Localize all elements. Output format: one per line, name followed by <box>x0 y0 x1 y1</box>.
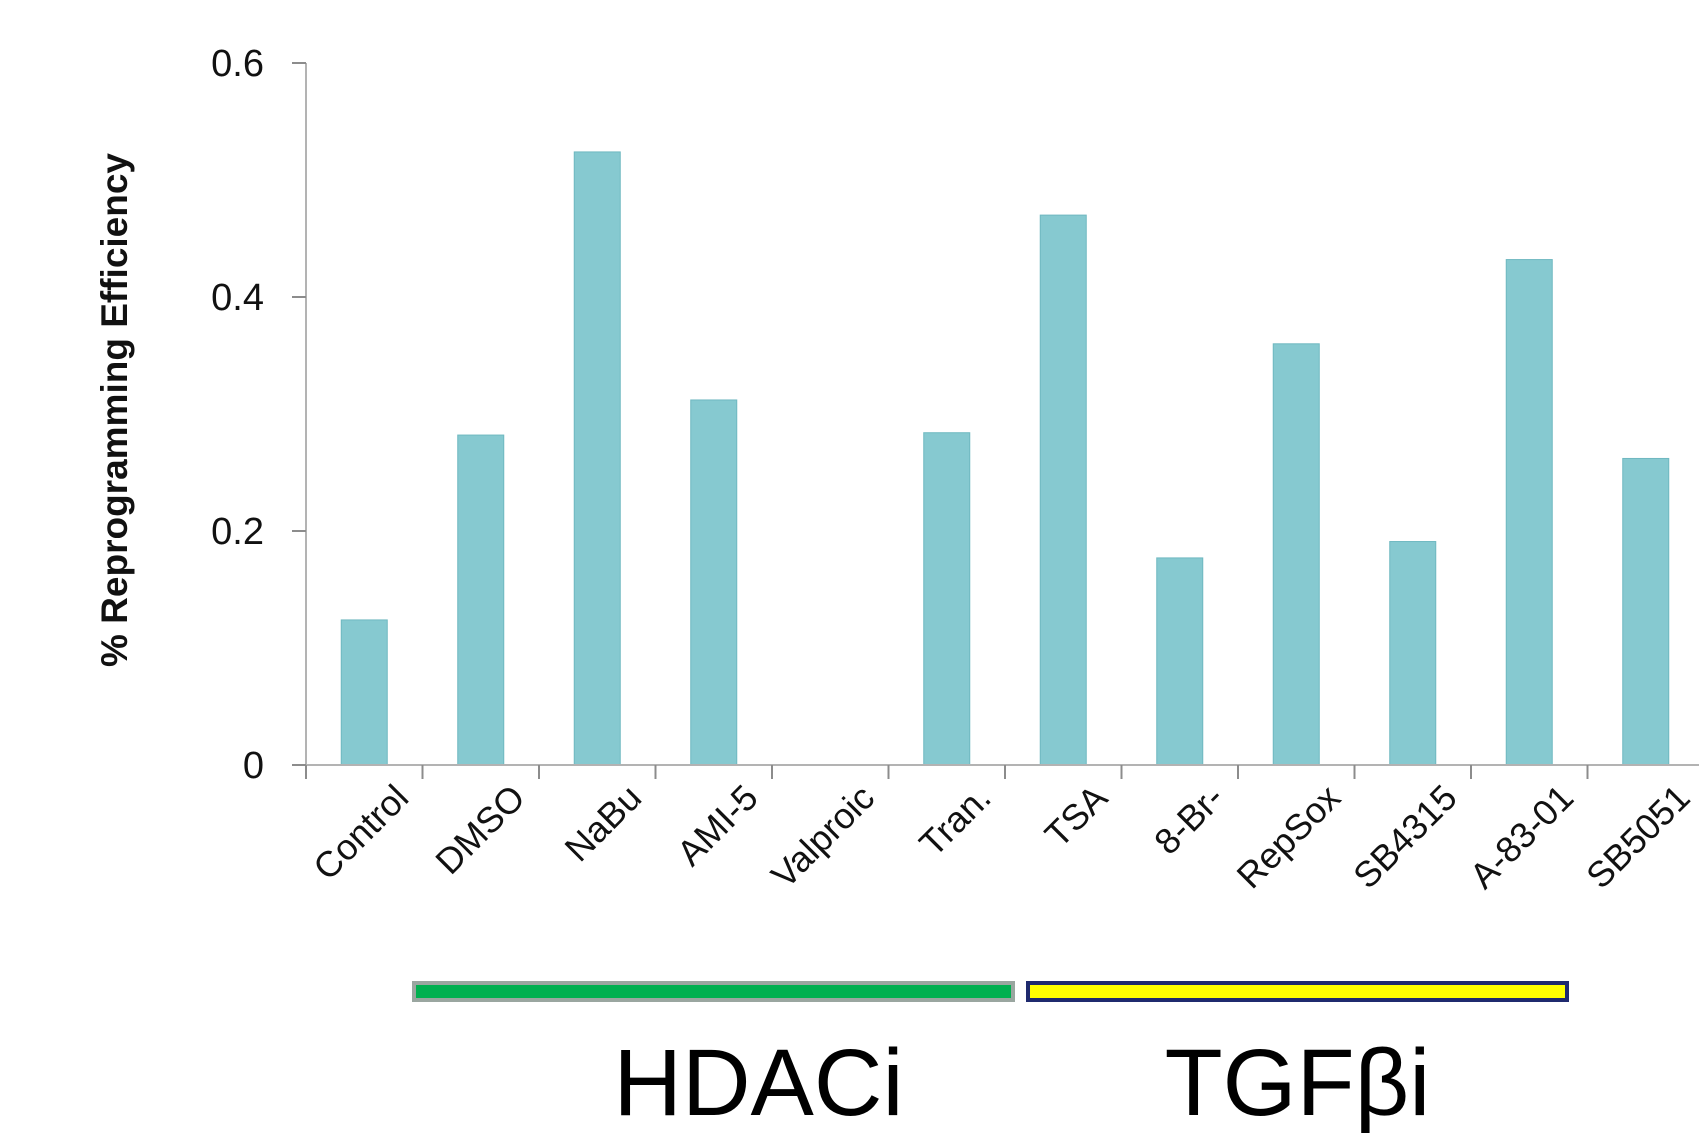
group-bracket-hdaci <box>412 981 1015 1002</box>
y-tick-label: 0.2 <box>211 511 264 553</box>
bar-tran- <box>923 432 971 766</box>
x-tick-label: Valproic <box>763 777 882 896</box>
y-tick-label: 0 <box>243 745 264 787</box>
bar-8-br- <box>1156 557 1204 766</box>
x-tick-label: RepSox <box>1229 777 1349 897</box>
x-tick-label: TSA <box>1037 777 1115 855</box>
x-tick-label: A-83-01 <box>1462 777 1582 897</box>
x-tick-label: AMI-5 <box>669 777 766 874</box>
bar-control <box>340 619 388 766</box>
bar-a-83-01 <box>1505 259 1553 766</box>
group-label-hdaci: HDACi <box>613 1030 903 1133</box>
bar-dmso <box>457 434 505 766</box>
y-ticks-layer: 0 0.2 0.4 0.6 <box>211 43 306 787</box>
y-tick-label: 0.6 <box>211 43 264 85</box>
group-label-tgfbi: TGFβi <box>1165 1030 1431 1133</box>
bar-repsox <box>1272 343 1320 766</box>
axes-layer <box>305 63 1699 766</box>
bars-layer <box>340 151 1670 766</box>
bar-ami-5 <box>690 399 738 766</box>
bar-nabu <box>573 151 621 766</box>
bar-tsa <box>1039 214 1087 766</box>
x-tick-label: Tran. <box>911 777 998 864</box>
bar-sb5051 <box>1622 457 1670 766</box>
x-tick-label: 8-Br- <box>1146 777 1232 863</box>
y-tick-label: 0.4 <box>211 277 264 319</box>
x-tick-label: SB5051 <box>1578 777 1698 897</box>
x-tick-label: Control <box>305 777 416 888</box>
x-tick-label: DMSO <box>427 777 532 882</box>
x-tick-label: SB4315 <box>1345 777 1465 897</box>
bar-sb4315 <box>1389 541 1437 766</box>
group-brackets-layer: HDACi TGFβi <box>412 981 1569 1133</box>
group-bracket-tgfbi <box>1026 981 1569 1002</box>
y-axis-label: % Reprogramming Efficiency <box>94 153 135 667</box>
x-tick-label: NaBu <box>556 777 649 870</box>
